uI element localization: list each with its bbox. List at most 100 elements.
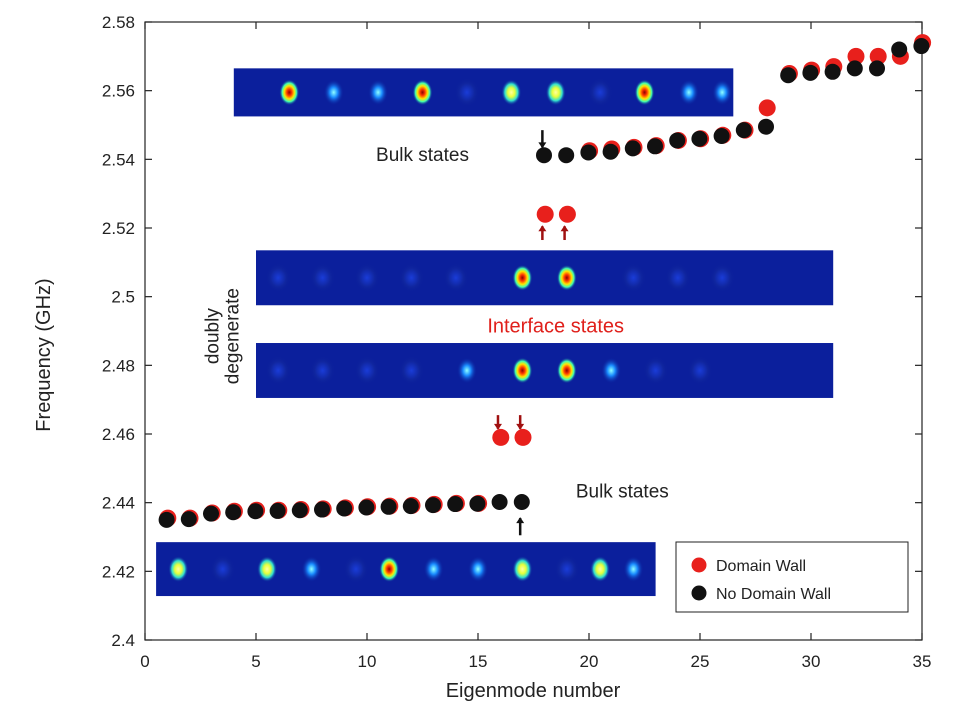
mode-profile-background bbox=[233, 68, 734, 117]
y-tick-label: 2.4 bbox=[111, 631, 135, 650]
x-tick-label: 15 bbox=[469, 652, 488, 671]
data-point bbox=[735, 122, 752, 139]
annotation-text: Interface states bbox=[487, 316, 624, 338]
data-point bbox=[314, 501, 330, 518]
annotation-rotated: doubly degenerate bbox=[203, 288, 244, 384]
mode-intensity-spot bbox=[309, 355, 336, 386]
data-point bbox=[180, 511, 197, 528]
data-point bbox=[336, 500, 353, 517]
annotation-text: Bulk states bbox=[576, 482, 669, 503]
mode-intensity-spot bbox=[342, 554, 369, 585]
arrows bbox=[493, 130, 569, 536]
mode-intensity-spot bbox=[442, 262, 469, 293]
mode-intensity-spot bbox=[601, 357, 622, 384]
annotation-text: doubly bbox=[203, 308, 224, 364]
data-point bbox=[669, 132, 686, 149]
mode-intensity-spot bbox=[265, 355, 292, 386]
data-point bbox=[225, 504, 242, 521]
legend-marker bbox=[691, 557, 707, 573]
mode-profile-inset bbox=[256, 250, 834, 306]
plot-frame bbox=[144, 21, 923, 641]
mode-intensity-spot bbox=[642, 355, 669, 386]
data-point bbox=[869, 60, 885, 77]
arrow-marker bbox=[538, 130, 547, 149]
mode-intensity-spot bbox=[412, 79, 433, 106]
data-point bbox=[491, 493, 508, 510]
mode-intensity-spot bbox=[709, 262, 736, 293]
data-point bbox=[358, 499, 375, 516]
mode-intensity-spot bbox=[354, 355, 380, 386]
mode-intensity-spot bbox=[265, 262, 292, 293]
y-tick-label: 2.42 bbox=[102, 562, 135, 581]
legend-label: No Domain Wall bbox=[716, 586, 831, 603]
mode-profile-background bbox=[256, 343, 834, 398]
data-point bbox=[447, 496, 464, 513]
annotation-text: degenerate bbox=[223, 288, 244, 384]
data-point bbox=[802, 64, 819, 81]
data-point bbox=[824, 63, 841, 80]
data-point bbox=[602, 143, 619, 160]
mode-intensity-spot bbox=[556, 357, 577, 384]
data-point bbox=[513, 493, 530, 510]
mode-intensity-spot bbox=[634, 79, 655, 106]
arrow-marker bbox=[560, 225, 569, 241]
legend: Domain Wall No Domain Wall bbox=[675, 541, 909, 613]
axis-ticks: 0 5 10 15 20 25 30 35 2.4 2.42 2.44 2.46 2.48 2.5 2.52… bbox=[102, 13, 932, 671]
y-tick-label: 2.5 bbox=[111, 288, 135, 307]
data-point bbox=[536, 205, 554, 223]
data-point bbox=[691, 130, 708, 147]
mode-intensity-spot bbox=[398, 355, 425, 386]
data-point bbox=[847, 47, 865, 65]
mode-intensity-spot bbox=[368, 79, 389, 106]
y-tick-label: 2.54 bbox=[102, 150, 135, 169]
data-point bbox=[380, 498, 397, 515]
series-no-domain-wall bbox=[158, 38, 930, 528]
x-tick-label: 35 bbox=[913, 652, 932, 671]
data-point bbox=[247, 503, 264, 520]
data-point bbox=[203, 505, 219, 522]
mode-intensity-spot bbox=[553, 554, 580, 585]
y-tick-label: 2.46 bbox=[102, 425, 135, 444]
mode-profiles bbox=[156, 68, 834, 597]
mode-profile-inset bbox=[156, 542, 656, 597]
mode-intensity-spot bbox=[512, 264, 533, 291]
annotations: Bulk states Bulk states Interface states do… bbox=[203, 145, 669, 502]
data-point bbox=[846, 60, 863, 77]
mode-intensity-spot bbox=[354, 262, 380, 293]
mode-intensity-spot bbox=[545, 79, 566, 106]
data-point bbox=[469, 495, 486, 512]
mode-intensity-spot bbox=[587, 77, 614, 108]
mode-intensity-spot bbox=[664, 262, 691, 293]
data-point bbox=[269, 502, 286, 519]
y-tick-label: 2.56 bbox=[102, 82, 135, 101]
data-point bbox=[869, 47, 887, 65]
mode-intensity-spot bbox=[712, 79, 733, 106]
mode-intensity-spot bbox=[257, 556, 278, 583]
legend-marker bbox=[691, 585, 707, 601]
mode-intensity-spot bbox=[379, 556, 400, 583]
mode-profile-inset bbox=[256, 343, 834, 398]
mode-intensity-spot bbox=[209, 554, 236, 585]
mode-intensity-spot bbox=[453, 77, 480, 108]
data-point bbox=[425, 497, 441, 514]
mode-intensity-spot bbox=[168, 556, 189, 583]
legend-label: Domain Wall bbox=[716, 558, 806, 575]
mode-profile-background bbox=[256, 250, 834, 306]
y-tick-label: 2.58 bbox=[102, 13, 135, 32]
mode-intensity-spot bbox=[423, 556, 444, 583]
data-point bbox=[780, 67, 797, 84]
x-tick-label: 0 bbox=[140, 652, 149, 671]
arrow-marker bbox=[493, 415, 502, 430]
data-point bbox=[402, 498, 419, 515]
arrow-marker bbox=[516, 517, 525, 536]
mode-profile-inset bbox=[233, 68, 734, 117]
mode-intensity-spot bbox=[323, 79, 344, 106]
data-point bbox=[891, 41, 908, 58]
data-point bbox=[647, 138, 663, 155]
mode-intensity-spot bbox=[623, 556, 644, 583]
data-point bbox=[558, 205, 576, 223]
mode-intensity-spot bbox=[556, 264, 577, 291]
data-point bbox=[913, 38, 930, 55]
data-point bbox=[580, 144, 597, 161]
